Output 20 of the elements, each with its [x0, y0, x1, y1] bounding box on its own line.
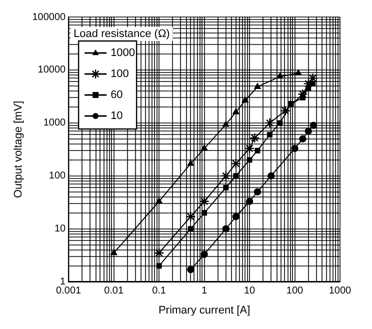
y-axis-title: Output voltage [mV] — [12, 100, 25, 198]
y-tick-label: 10 — [54, 224, 66, 235]
x-tick-label: 1 — [202, 286, 208, 297]
legend-title: Load resistance (Ω) — [74, 28, 170, 40]
x-tick-label: 0.1 — [152, 286, 166, 297]
y-tick-label: 100000 — [32, 12, 66, 23]
y-tick-label: 1000 — [43, 118, 66, 129]
y-tick-label: 1 — [60, 276, 66, 288]
legend-label: 1000 — [110, 47, 136, 60]
y-tick-label: 100 — [48, 170, 66, 182]
legend-label: 60 — [110, 89, 123, 102]
legend-label: 10 — [110, 110, 123, 122]
x-tick-label: 0.001 — [56, 286, 82, 297]
x-tick-label: 100 — [286, 286, 304, 297]
x-tick-label: 10 — [244, 286, 256, 297]
x-tick-label: 1000 — [328, 286, 352, 297]
x-tick-label: 0.01 — [104, 286, 124, 297]
y-tick-label: 10000 — [38, 64, 66, 76]
legend-label: 100 — [110, 68, 129, 80]
x-axis-title: Primary current [A] — [158, 304, 250, 316]
